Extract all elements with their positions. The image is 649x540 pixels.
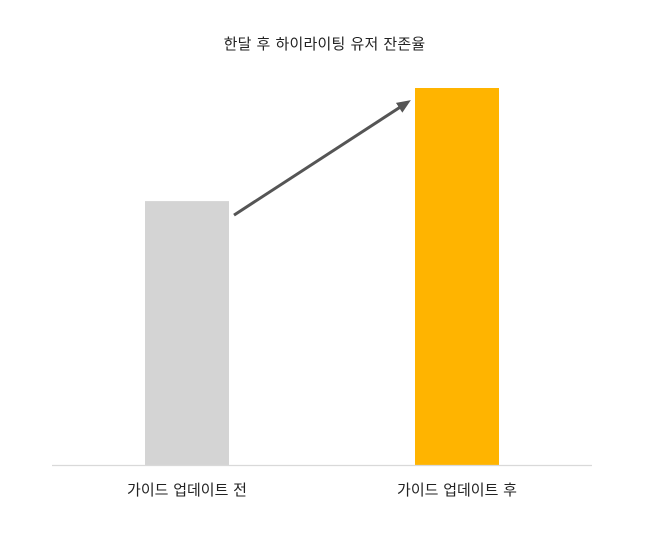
chart-title: 한달 후 하이라이팅 유저 잔존율	[223, 35, 426, 53]
x-tick-label-1: 가이드 업데이트 전	[127, 481, 247, 499]
trend-arrow	[233, 100, 411, 217]
bar-1	[145, 201, 229, 465]
bar-2	[415, 88, 499, 465]
x-tick-label-2: 가이드 업데이트 후	[397, 481, 517, 499]
